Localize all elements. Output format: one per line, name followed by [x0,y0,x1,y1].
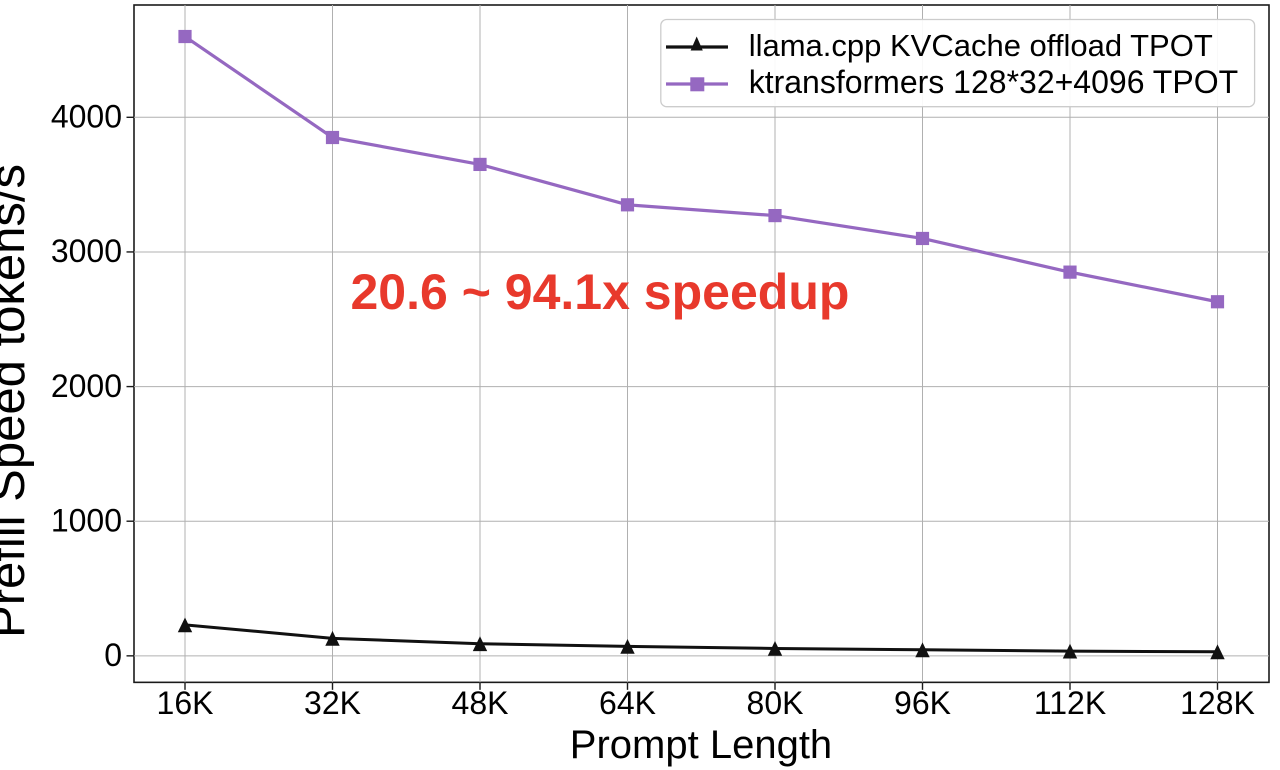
svg-text:96K: 96K [894,685,951,721]
svg-text:2000: 2000 [51,368,122,404]
svg-text:Prefill Speed tokens/s: Prefill Speed tokens/s [0,164,35,638]
svg-text:1000: 1000 [51,503,122,539]
svg-text:48K: 48K [452,685,509,721]
svg-text:64K: 64K [599,685,656,721]
svg-text:16K: 16K [157,685,214,721]
svg-text:llama.cpp KVCache offload TPOT: llama.cpp KVCache offload TPOT [749,28,1213,63]
svg-text:0: 0 [104,637,122,673]
svg-text:20.6 ~ 94.1x speedup: 20.6 ~ 94.1x speedup [351,264,850,320]
svg-text:32K: 32K [304,685,361,721]
svg-text:4000: 4000 [51,99,122,135]
svg-text:3000: 3000 [51,233,122,269]
svg-text:128K: 128K [1180,685,1255,721]
svg-text:ktransformers 128*32+4096 TPOT: ktransformers 128*32+4096 TPOT [749,64,1238,100]
svg-text:80K: 80K [747,685,804,721]
svg-text:112K: 112K [1034,685,1106,721]
svg-text:Prompt Length: Prompt Length [570,723,832,767]
